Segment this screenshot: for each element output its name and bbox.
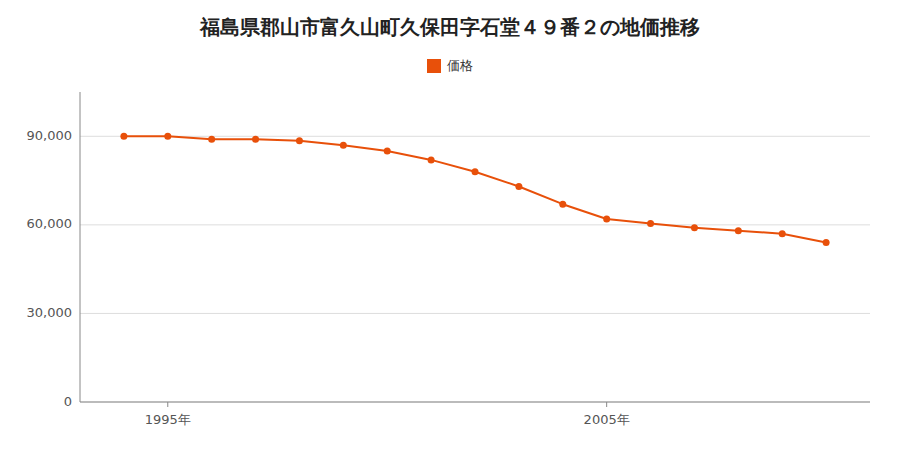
plot-area (120, 133, 829, 246)
legend-label: 価格 (447, 58, 473, 73)
x-tick (167, 402, 168, 407)
data-point (823, 239, 830, 246)
x-tick-label: 1995年 (145, 412, 191, 427)
data-point (252, 136, 259, 143)
grid-line (80, 136, 870, 137)
series-line (124, 136, 826, 242)
legend-swatch (427, 59, 441, 73)
data-point (384, 148, 391, 155)
data-point (691, 224, 698, 231)
data-point (735, 227, 742, 234)
y-axis-line (80, 92, 81, 402)
data-point (647, 220, 654, 227)
data-point (208, 136, 215, 143)
y-tick-label: 90,000 (27, 128, 73, 143)
data-point (559, 201, 566, 208)
data-point (296, 137, 303, 144)
data-point (164, 133, 171, 140)
data-point (120, 133, 127, 140)
axes: 0 30,000 60,000 90,000 1995年 2005年 (27, 92, 871, 427)
data-point (428, 156, 435, 163)
grid-line (80, 402, 870, 403)
y-tick-label: 0 (64, 394, 72, 409)
x-axis-line (80, 402, 870, 403)
chart-title: 福島県郡山市富久山町久保田字石堂４９番２の地価推移 (199, 15, 700, 39)
legend: 価格 (427, 58, 473, 74)
y-tick-label: 30,000 (27, 305, 73, 320)
legend-item: 価格 (427, 58, 473, 74)
x-tick-label: 2005年 (584, 412, 630, 427)
chart-svg: 福島県郡山市富久山町久保田字石堂４９番２の地価推移 0 30,000 60,000 90… (0, 0, 900, 450)
data-point (603, 215, 610, 222)
data-point (472, 168, 479, 175)
data-point (515, 183, 522, 190)
data-point (340, 142, 347, 149)
data-point (779, 230, 786, 237)
x-tick (606, 402, 607, 407)
background (0, 0, 900, 450)
y-tick-label: 60,000 (27, 216, 73, 231)
grid-line (80, 313, 870, 314)
chart-container: 福島県郡山市富久山町久保田字石堂４９番２の地価推移 0 30,000 60,000 90… (0, 0, 900, 450)
grid-line (80, 224, 870, 225)
